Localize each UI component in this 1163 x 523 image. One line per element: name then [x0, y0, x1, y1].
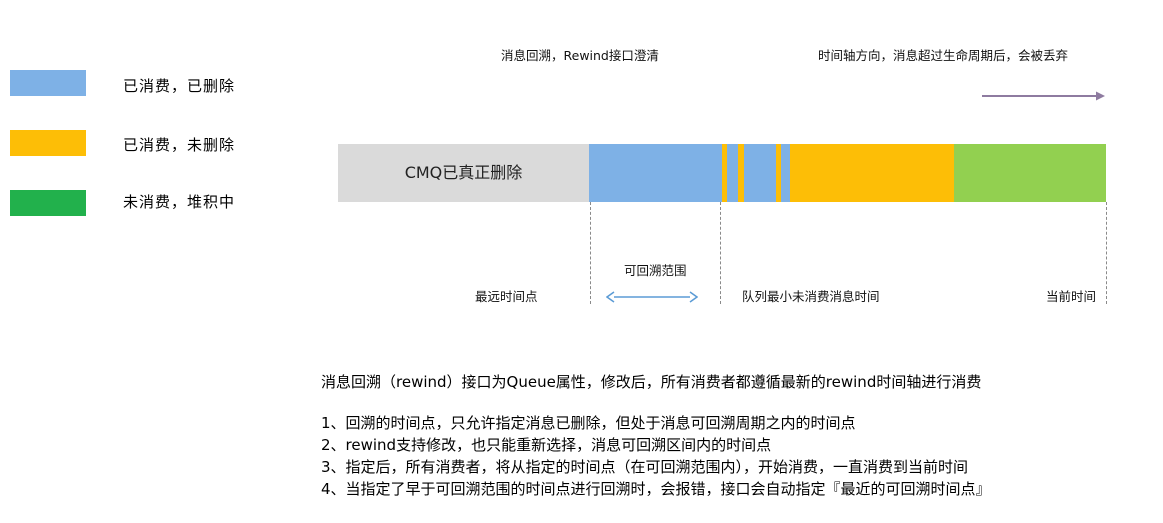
- legend-label-unconsumed: 未消费，堆积中: [123, 193, 236, 211]
- legend-label-consumed-deleted: 已消费，已删除: [123, 77, 236, 95]
- timeline-direction-arrow-head: [1096, 91, 1105, 101]
- current-time-label: 当前时间: [1046, 289, 1097, 304]
- bar-segment-consumed-not-deleted-stripe-3: [776, 144, 781, 202]
- bar-deleted-label: CMQ已真正删除: [404, 163, 523, 182]
- bar-segment-consumed-deleted-2: [727, 144, 738, 202]
- dashed-line-min-unconsumed: [720, 202, 721, 304]
- timeline-direction-arrow: [982, 91, 1105, 101]
- min-unconsumed-time-label: 队列最小未消费消息时间: [742, 289, 880, 304]
- bar-segment-consumed-deleted: [589, 144, 722, 202]
- rewindable-range-arrow: [606, 291, 698, 303]
- bar-segment-consumed-not-deleted: [790, 144, 954, 202]
- direction-note: 时间轴方向，消息超过生命周期后，会被丢弃: [818, 48, 1069, 63]
- note-intro: 消息回溯（rewind）接口为Queue属性，修改后，所有消费者都遵循最新的re…: [321, 373, 982, 391]
- note-item-4: 4、当指定了早于可回溯范围的时间点进行回溯时，会报错，接口会自动指定『最近的可回…: [321, 480, 991, 498]
- bar-segment-consumed-not-deleted-stripe-2: [738, 144, 744, 202]
- rewindable-range-label: 可回溯范围: [624, 263, 687, 278]
- bar-segment-consumed-deleted-4: [781, 144, 790, 202]
- dashed-line-earliest-point: [590, 202, 591, 304]
- rewind-note: 消息回溯，Rewind接口澄清: [501, 48, 659, 63]
- legend-label-consumed-not-deleted: 已消费，未删除: [123, 136, 236, 154]
- bar-segment-deleted: [338, 144, 589, 202]
- rewindable-range-arrow-left-head: [606, 291, 615, 303]
- bar-segment-consumed-not-deleted-stripe-1: [722, 144, 727, 202]
- note-item-3: 3、指定后，所有消费者，将从指定的时间点（在可回溯范围内），开始消费，一直消费到…: [321, 458, 969, 476]
- note-item-1: 1、回溯的时间点，只允许指定消息已删除，但处于消息可回溯周期之内的时间点: [321, 414, 856, 432]
- bar-segment-unconsumed: [954, 144, 1106, 202]
- legend-swatch-consumed-deleted: [10, 70, 86, 96]
- bar-segment-consumed-deleted-3: [744, 144, 776, 202]
- legend-swatch-consumed-not-deleted: [10, 130, 86, 156]
- legend-swatch-unconsumed: [10, 190, 86, 216]
- note-item-2: 2、rewind支持修改，也只能重新选择，消息可回溯区间内的时间点: [321, 436, 772, 454]
- dashed-line-current-time: [1106, 202, 1107, 304]
- earliest-point-label: 最远时间点: [475, 289, 538, 304]
- rewindable-range-arrow-right-head: [689, 291, 698, 303]
